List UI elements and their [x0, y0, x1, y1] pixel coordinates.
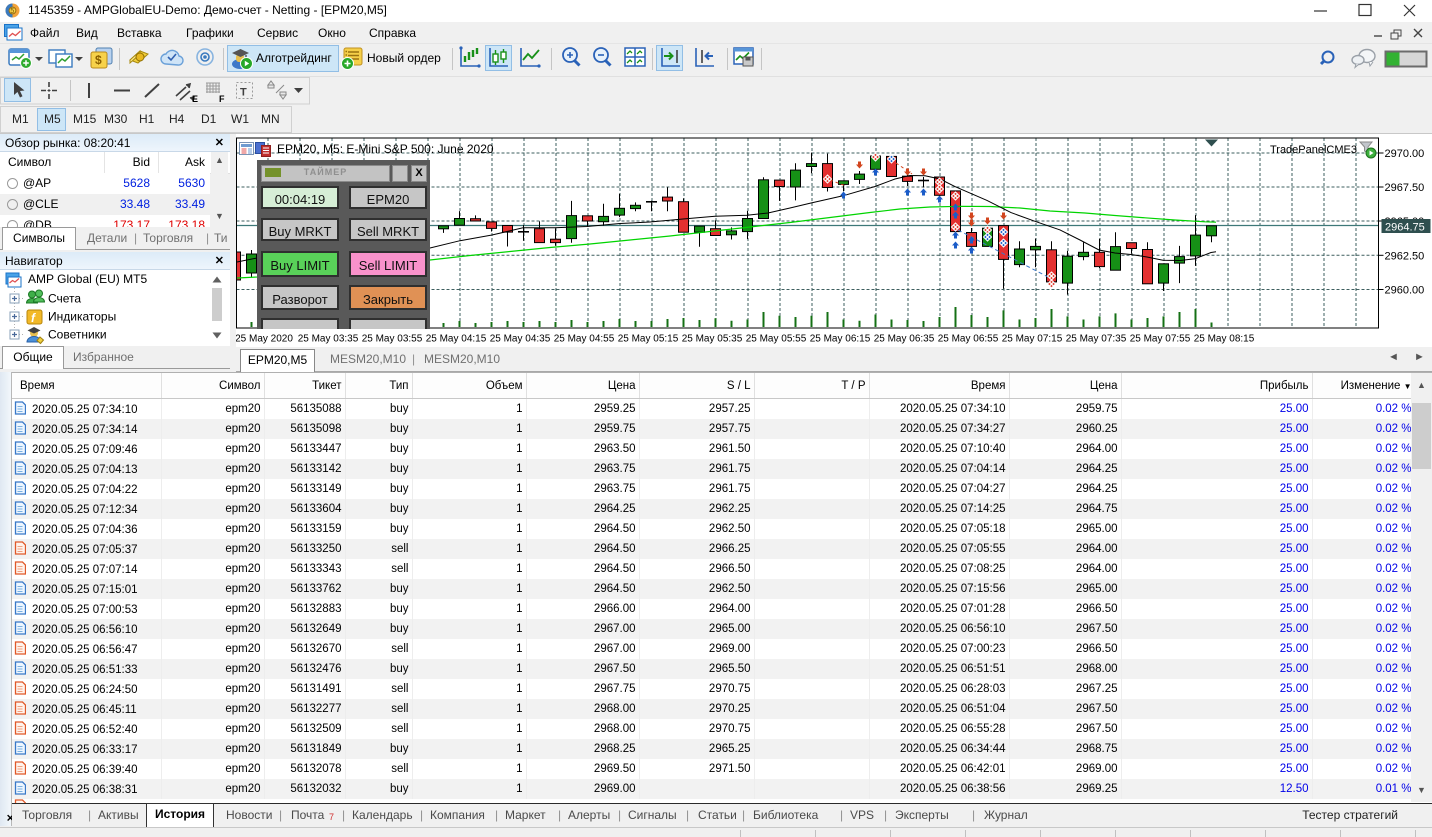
- svg-text:2970.00: 2970.00: [1385, 148, 1425, 160]
- svg-text:AMP Global (EU) MT5: AMP Global (EU) MT5: [28, 272, 147, 286]
- svg-text:Советники: Советники: [48, 328, 107, 342]
- svg-text:Индикаторы: Индикаторы: [48, 310, 116, 324]
- svg-text:$: $: [95, 53, 102, 67]
- svg-text:25 May 04:35: 25 May 04:35: [490, 334, 551, 345]
- svg-text:E: E: [192, 94, 198, 104]
- svg-text:25 May 05:35: 25 May 05:35: [682, 334, 743, 345]
- svg-text:25 May 03:55: 25 May 03:55: [362, 334, 423, 345]
- svg-text:f: f: [31, 311, 36, 325]
- svg-text:25 May 03:35: 25 May 03:35: [298, 334, 359, 345]
- svg-text:25 May 08:15: 25 May 08:15: [1194, 334, 1255, 345]
- svg-text:T: T: [240, 87, 247, 99]
- svg-text:25 May 06:55: 25 May 06:55: [938, 334, 999, 345]
- svg-text:2962.50: 2962.50: [1385, 250, 1425, 262]
- svg-text:25 May 2020: 25 May 2020: [236, 334, 293, 345]
- svg-text:EPM20, M5: E-Mini S&P 500: Jun: EPM20, M5: E-Mini S&P 500: June 2020: [277, 142, 494, 156]
- svg-text:25 May 04:15: 25 May 04:15: [426, 334, 487, 345]
- svg-text:F: F: [219, 94, 225, 104]
- svg-text:25 May 04:55: 25 May 04:55: [554, 334, 615, 345]
- svg-text:25 May 07:35: 25 May 07:35: [1066, 334, 1127, 345]
- svg-text:Алготрейдинг: Алготрейдинг: [256, 51, 332, 65]
- svg-text:25 May 06:35: 25 May 06:35: [874, 334, 935, 345]
- svg-text:Счета: Счета: [48, 292, 81, 306]
- svg-text:25 May 05:15: 25 May 05:15: [618, 334, 679, 345]
- svg-text:25 May 07:15: 25 May 07:15: [1002, 334, 1063, 345]
- svg-text:2967.50: 2967.50: [1385, 182, 1425, 194]
- svg-text:2964.75: 2964.75: [1385, 222, 1425, 234]
- svg-text:25 May 06:15: 25 May 06:15: [810, 334, 871, 345]
- svg-text:Новый ордер: Новый ордер: [367, 51, 441, 65]
- svg-text:25 May 05:55: 25 May 05:55: [746, 334, 807, 345]
- svg-text:2960.00: 2960.00: [1385, 285, 1425, 297]
- svg-text:TradePanelCME3: TradePanelCME3: [1270, 144, 1357, 156]
- svg-text:5: 5: [10, 8, 14, 15]
- svg-text:25 May 07:55: 25 May 07:55: [1130, 334, 1191, 345]
